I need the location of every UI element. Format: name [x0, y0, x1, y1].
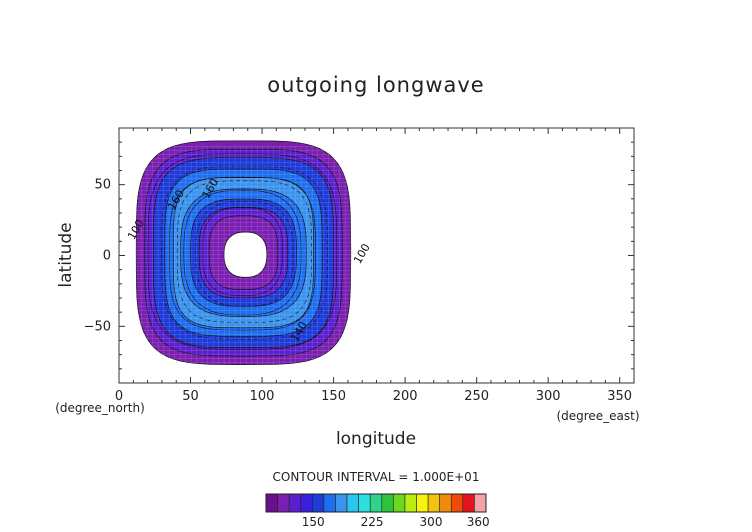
grid-hatching: [135, 146, 353, 369]
colorbar-swatch: [277, 493, 290, 513]
colorbar-swatch: [462, 493, 475, 513]
y-units-label: (degree_north): [55, 401, 145, 415]
colorbar-frame: [265, 493, 487, 513]
colorbar-swatch: [346, 493, 359, 513]
colorbar-swatch: [474, 493, 487, 513]
missing-data-hole: [223, 231, 268, 278]
contour-line: [176, 180, 313, 323]
colorbar-swatch: [439, 493, 452, 513]
colorbar-swatch: [427, 493, 440, 513]
x-tick-label: 300: [536, 389, 561, 404]
colorbar-swatch: [369, 493, 383, 513]
y-tick-label: 0: [103, 249, 111, 264]
colorbar-swatch: [381, 493, 394, 513]
contour-line: [195, 200, 294, 307]
colorbar-tick-label: 225: [361, 515, 384, 529]
x-tick-label: 100: [250, 389, 275, 404]
y-tick-label: 50: [94, 178, 111, 193]
colorbar-tick-label: 360: [467, 515, 490, 529]
chart-title: outgoing longwave: [267, 73, 484, 97]
x-tick-label: 150: [321, 389, 346, 404]
contour-line: [183, 189, 302, 316]
x-units-label: (degree_east): [556, 409, 639, 423]
contour-interval-label: CONTOUR INTERVAL = 1.000E+01: [273, 470, 480, 484]
colorbar-tick-label: 150: [302, 515, 325, 529]
colorbar-swatch: [416, 493, 429, 513]
colorbar-swatch: [335, 493, 348, 513]
colorbar-swatch: [300, 493, 313, 513]
contour-fills: [135, 140, 352, 365]
x-tick-label: 0: [115, 389, 123, 404]
x-tick-label: 350: [607, 389, 632, 404]
colorbar-swatch: [450, 493, 464, 513]
colorbar-swatch: [404, 493, 417, 513]
x-tick-label: 200: [393, 389, 418, 404]
contour-lines: [147, 153, 338, 350]
y-tick-label: −50: [84, 319, 111, 334]
colorbar-swatch: [265, 493, 278, 513]
colorbar-swatch: [323, 493, 336, 513]
x-tick-label: 50: [182, 389, 199, 404]
colorbar-tick-label: 300: [420, 515, 443, 529]
contour-line: [169, 176, 316, 331]
colorbar-swatch: [312, 493, 325, 513]
x-tick-label: 250: [464, 389, 489, 404]
colorbar-swatch: [358, 493, 371, 513]
colorbar-swatch: [288, 493, 302, 513]
contour-label: 100: [351, 241, 373, 266]
contour-line: [202, 207, 283, 296]
x-axis-label: longitude: [336, 429, 416, 449]
contour-line: [147, 153, 338, 350]
colorbar-swatch: [393, 493, 406, 513]
axes: 0 50 100 150 200 250 300 350 −50 0 50: [84, 128, 634, 404]
y-axis-label: latitude: [56, 222, 76, 287]
colorbar: 150 225 300 360: [265, 493, 490, 529]
